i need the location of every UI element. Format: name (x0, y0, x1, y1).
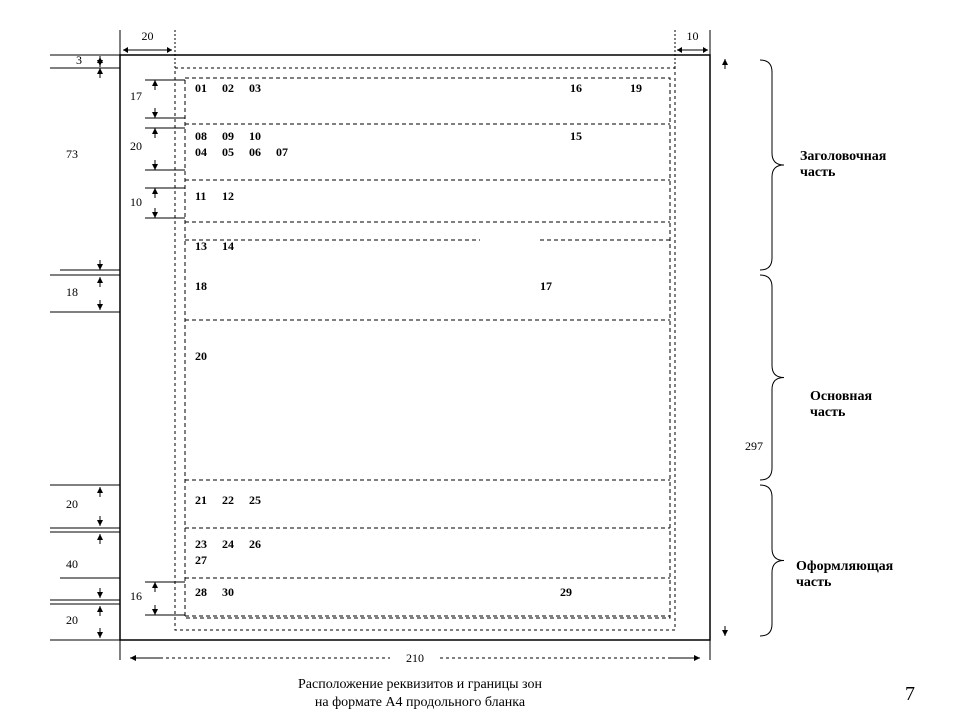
caption-line1: Расположение реквизитов и границы зон (298, 677, 543, 692)
req-18: 18 (195, 279, 207, 293)
dim-40-5: 40 (66, 557, 78, 571)
req-26: 26 (249, 537, 261, 551)
req-11: 11 (195, 189, 206, 203)
req-10: 10 (249, 129, 261, 143)
dim-73: 73 (66, 147, 78, 161)
req-04: 04 (195, 145, 207, 159)
req-28: 28 (195, 585, 207, 599)
req-15: 15 (570, 129, 582, 143)
req-27: 27 (195, 553, 207, 567)
req-03: 03 (249, 81, 261, 95)
dim-width: 210 (406, 651, 424, 665)
req-16: 16 (570, 81, 582, 95)
dim-inner-16: 16 (130, 589, 142, 603)
page-number: 7 (905, 683, 915, 705)
dim-margin-left: 20 (142, 29, 154, 43)
req-08: 08 (195, 129, 207, 143)
dim-inner-20: 20 (130, 139, 142, 153)
dim-inner-10: 10 (130, 195, 142, 209)
req-19: 19 (630, 81, 642, 95)
dim-20-6: 20 (66, 613, 78, 627)
dim-height: 297 (745, 439, 763, 453)
dim-20-4: 20 (66, 497, 78, 511)
req-24: 24 (222, 537, 234, 551)
req-09: 09 (222, 129, 234, 143)
dim-margin-right: 10 (687, 29, 699, 43)
req-01: 01 (195, 81, 207, 95)
dim-3-0: 3 (76, 53, 82, 67)
req-14: 14 (222, 239, 234, 253)
req-05: 05 (222, 145, 234, 159)
dim-inner-17: 17 (130, 89, 142, 103)
req-13: 13 (195, 239, 207, 253)
req-17: 17 (540, 279, 552, 293)
req-23: 23 (195, 537, 207, 551)
dim-18-3: 18 (66, 285, 78, 299)
req-20: 20 (195, 349, 207, 363)
req-25: 25 (249, 493, 261, 507)
req-30: 30 (222, 585, 234, 599)
req-02: 02 (222, 81, 234, 95)
caption-line2: на формате А4 продольного бланка (315, 695, 526, 710)
req-21: 21 (195, 493, 207, 507)
req-07: 07 (276, 145, 288, 159)
req-29: 29 (560, 585, 572, 599)
req-06: 06 (249, 145, 261, 159)
diagram-canvas: 20 10 3 73 18 20 40 20 17 20 10 16 01 02 03 16 19 08 09 10 1… (0, 0, 960, 720)
req-22: 22 (222, 493, 234, 507)
req-12: 12 (222, 189, 234, 203)
